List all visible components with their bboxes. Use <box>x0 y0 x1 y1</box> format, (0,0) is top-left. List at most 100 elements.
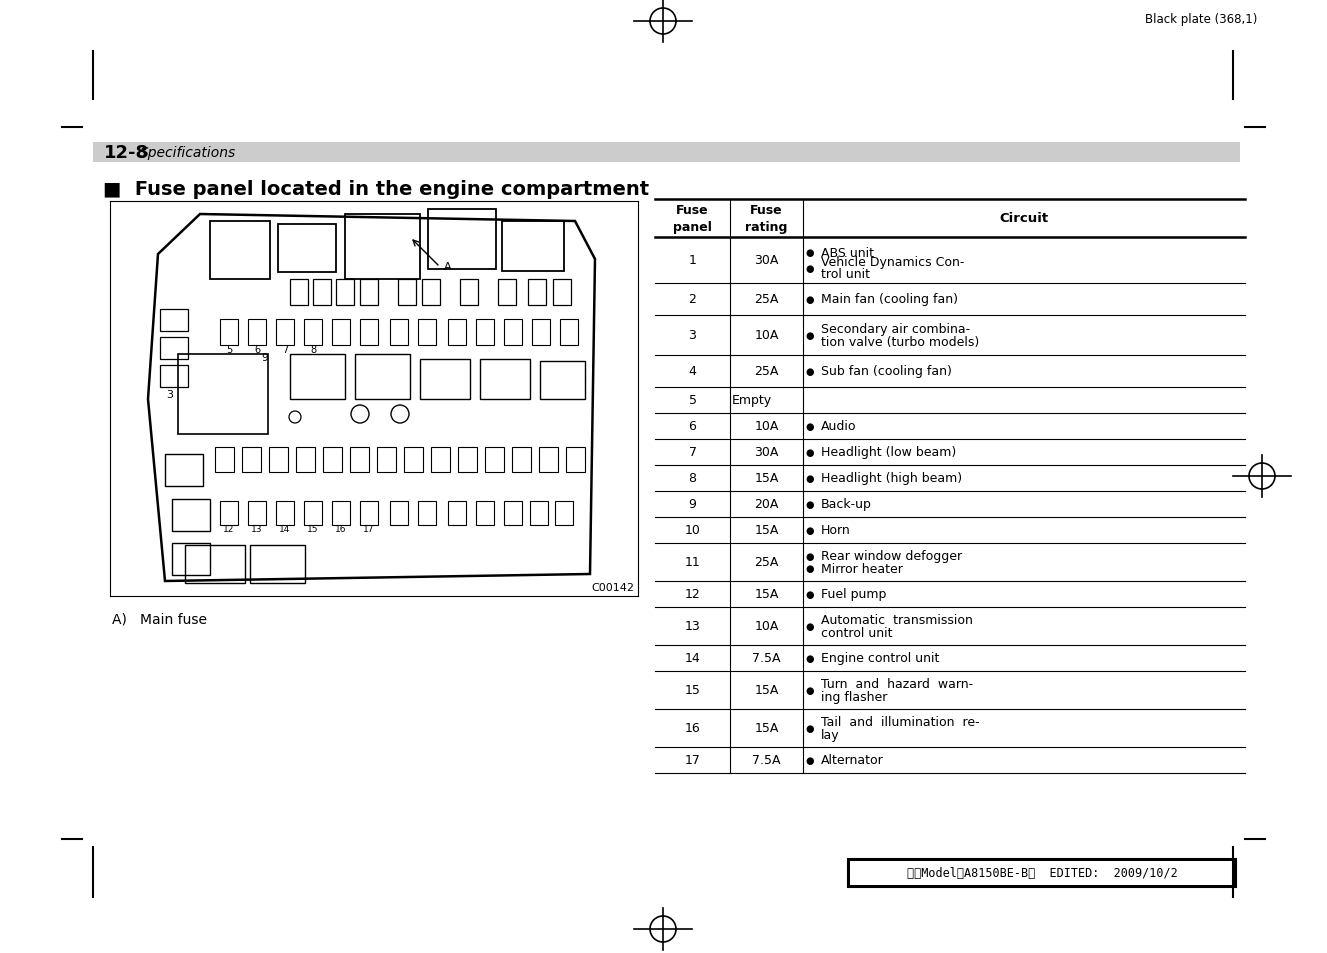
Text: ABS unit: ABS unit <box>821 247 874 259</box>
Text: 16: 16 <box>336 525 346 534</box>
Text: ●: ● <box>805 294 815 305</box>
Text: 8: 8 <box>311 345 316 355</box>
Text: 13: 13 <box>685 619 701 633</box>
Text: Fuel pump: Fuel pump <box>821 588 886 601</box>
Bar <box>332 501 350 525</box>
Bar <box>165 455 203 486</box>
Text: Audio: Audio <box>821 420 856 433</box>
Bar <box>276 319 295 346</box>
Text: 25A: 25A <box>754 365 779 378</box>
Bar <box>377 448 395 473</box>
Text: ing flasher: ing flasher <box>821 690 888 703</box>
Bar <box>276 501 295 525</box>
Text: 10: 10 <box>685 524 701 537</box>
Bar <box>210 222 269 280</box>
Bar <box>476 319 494 346</box>
Text: 17: 17 <box>364 525 374 534</box>
Text: 30A: 30A <box>754 254 779 267</box>
Text: Headlight (low beam): Headlight (low beam) <box>821 446 957 459</box>
Text: ●: ● <box>805 589 815 599</box>
Bar <box>161 366 188 388</box>
Text: 15A: 15A <box>754 721 779 735</box>
Bar <box>248 501 265 525</box>
Text: 6: 6 <box>689 420 697 433</box>
Text: Specifications: Specifications <box>141 146 236 160</box>
Bar <box>291 280 308 306</box>
Text: 16: 16 <box>685 721 701 735</box>
Text: trol unit: trol unit <box>821 268 871 281</box>
Text: ●: ● <box>805 474 815 483</box>
Bar <box>484 448 504 473</box>
Bar <box>567 448 585 473</box>
Text: 7: 7 <box>281 345 288 355</box>
Text: ●: ● <box>805 621 815 631</box>
Text: 11: 11 <box>685 556 701 569</box>
Bar <box>173 499 210 532</box>
Text: 8: 8 <box>689 472 697 485</box>
Bar <box>422 280 441 306</box>
Text: 30A: 30A <box>754 446 779 459</box>
Text: ●: ● <box>805 755 815 765</box>
Text: Alternator: Alternator <box>821 754 884 767</box>
Text: Black plate (368,1): Black plate (368,1) <box>1145 13 1258 27</box>
Bar <box>277 225 336 273</box>
Bar <box>93 143 1239 163</box>
Bar <box>249 545 305 583</box>
Text: 13: 13 <box>251 525 263 534</box>
Text: ●: ● <box>805 525 815 536</box>
Bar <box>173 543 210 576</box>
Bar <box>178 355 268 435</box>
Text: 15A: 15A <box>754 684 779 697</box>
Text: Sub fan (cooling fan): Sub fan (cooling fan) <box>821 365 951 378</box>
Text: 25A: 25A <box>754 294 779 306</box>
Bar <box>498 280 516 306</box>
Bar <box>553 280 571 306</box>
Text: A)   Main fuse: A) Main fuse <box>111 613 207 626</box>
Bar <box>291 355 345 399</box>
Bar <box>360 501 378 525</box>
Bar <box>431 448 450 473</box>
Text: Empty: Empty <box>733 395 772 407</box>
Text: Horn: Horn <box>821 524 851 537</box>
Text: ●: ● <box>805 367 815 376</box>
Text: 10A: 10A <box>754 329 779 342</box>
Text: 9: 9 <box>261 353 268 363</box>
Text: 1: 1 <box>689 254 697 267</box>
Bar <box>360 280 378 306</box>
Bar <box>528 280 545 306</box>
Text: control unit: control unit <box>821 626 893 639</box>
Bar <box>336 280 354 306</box>
Text: 15: 15 <box>308 525 318 534</box>
Text: Mirror heater: Mirror heater <box>821 562 902 576</box>
Bar <box>421 359 470 399</box>
Text: 15: 15 <box>685 684 701 697</box>
Text: 12: 12 <box>685 588 701 601</box>
Text: Rear window defogger: Rear window defogger <box>821 550 962 562</box>
Text: Engine control unit: Engine control unit <box>821 652 940 665</box>
Text: ●: ● <box>805 564 815 574</box>
Text: 7: 7 <box>689 446 697 459</box>
Bar <box>480 359 529 399</box>
Text: Circuit: Circuit <box>999 213 1048 225</box>
Text: 7.5A: 7.5A <box>752 754 780 767</box>
Text: 5: 5 <box>226 345 232 355</box>
Text: Fuse
rating: Fuse rating <box>746 204 788 233</box>
Text: ●: ● <box>805 248 815 258</box>
Bar <box>304 501 322 525</box>
Bar <box>851 862 1234 885</box>
Bar <box>539 448 557 473</box>
Bar <box>313 280 330 306</box>
Bar <box>360 319 378 346</box>
Bar <box>540 361 585 399</box>
Bar <box>449 501 466 525</box>
Text: 3: 3 <box>166 390 174 399</box>
Text: 20A: 20A <box>754 498 779 511</box>
Text: 北米ModelａA8150BE-Bｂ  EDITED:  2009/10/2: 北米ModelａA8150BE-Bｂ EDITED: 2009/10/2 <box>906 866 1177 880</box>
Bar <box>502 222 564 272</box>
Bar <box>418 501 437 525</box>
Text: 15A: 15A <box>754 472 779 485</box>
Bar <box>296 448 314 473</box>
Bar <box>512 448 531 473</box>
Text: 14: 14 <box>685 652 701 665</box>
Bar <box>403 448 423 473</box>
